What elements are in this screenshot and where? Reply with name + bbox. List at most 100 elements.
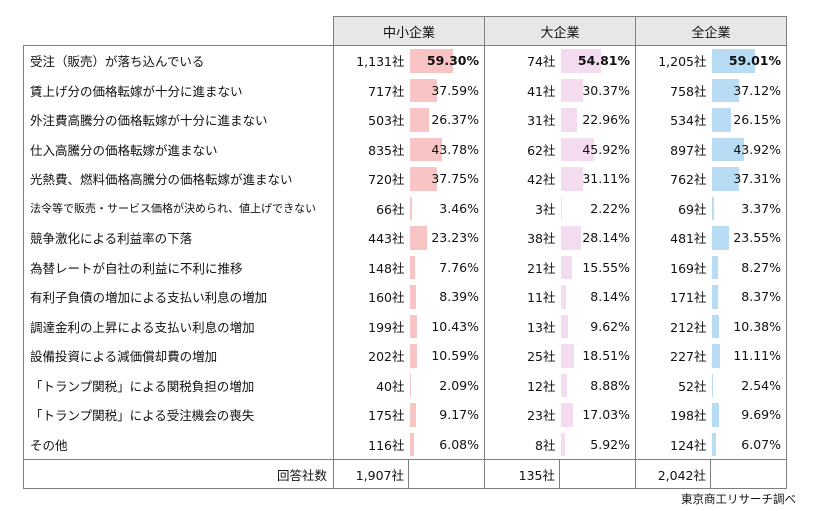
all-count: 762社 <box>635 164 711 194</box>
table-row: 法令等で販売・サービス価格が決められ、値上げできない 66社 3.46% 3社 2.22… <box>23 193 787 223</box>
large-percent: 8.88% <box>590 377 630 393</box>
row-label: その他 <box>23 429 334 460</box>
table-row: 為替レートが自社の利益に不利に推移 148社 7.76% 21社 15.55% 169社 8… <box>23 252 787 282</box>
large-percent-bar <box>560 226 582 250</box>
table-row: 仕入高騰分の価格転嫁が進まない 835社 43.78% 62社 45.92% 897社 43… <box>23 134 787 164</box>
large-count: 11社 <box>484 282 560 312</box>
row-label: 設備投資による減価償却費の増加 <box>23 341 334 371</box>
large-percent-cell: 28.14% <box>559 223 636 253</box>
source-note: 東京商工リサーチ調べ <box>681 492 796 506</box>
header-large: 大企業 <box>484 16 636 46</box>
large-count: 38社 <box>484 223 560 253</box>
sme-percent-cell: 10.59% <box>408 341 485 371</box>
large-percent-cell: 45.92% <box>559 134 636 164</box>
total-row: 回答社数 1,907社 135社 2,042社 <box>23 459 787 489</box>
all-percent: 23.55% <box>733 230 781 246</box>
sme-count: 116社 <box>333 429 409 460</box>
sme-percent-cell: 7.76% <box>408 252 485 282</box>
table-row: 光熱費、燃料価格高騰分の価格転嫁が進まない 720社 37.75% 42社 31.11%… <box>23 164 787 194</box>
all-percent-cell: 3.37% <box>710 193 787 223</box>
all-percent: 37.12% <box>733 82 781 98</box>
sme-percent-cell: 26.37% <box>408 105 485 135</box>
sme-percent: 10.43% <box>431 318 479 334</box>
row-label: 外注費高騰分の価格転嫁が十分に進まない <box>23 105 334 135</box>
sme-percent-bar <box>409 226 427 250</box>
sme-percent: 37.59% <box>431 82 479 98</box>
all-percent-cell: 10.38% <box>710 311 787 341</box>
all-percent-bar <box>711 167 739 191</box>
table-row: 賃上げ分の価格転嫁が十分に進まない 717社 37.59% 41社 30.37% 758社… <box>23 75 787 105</box>
all-count: 758社 <box>635 75 711 105</box>
sme-count: 202社 <box>333 341 409 371</box>
table-row: 「トランプ関税」による受注機会の喪失 175社 9.17% 23社 17.03% 198社… <box>23 400 787 430</box>
large-percent-cell: 8.14% <box>559 282 636 312</box>
all-percent-bar <box>711 255 718 279</box>
all-percent-cell: 2.54% <box>710 370 787 400</box>
total-all: 2,042社 <box>635 459 711 489</box>
all-percent: 3.37% <box>741 200 781 216</box>
all-count: 897社 <box>635 134 711 164</box>
large-count: 23社 <box>484 400 560 430</box>
row-label: 為替レートが自社の利益に不利に推移 <box>23 252 334 282</box>
large-percent: 17.03% <box>582 407 630 423</box>
sme-percent-bar <box>409 314 418 338</box>
large-percent: 9.62% <box>590 318 630 334</box>
sme-percent-cell: 9.17% <box>408 400 485 430</box>
sme-percent-bar <box>409 255 416 279</box>
table-row: 競争激化による利益率の下落 443社 23.23% 38社 28.14% 481社 23.5… <box>23 223 787 253</box>
total-large: 135社 <box>484 459 560 489</box>
large-percent: 22.96% <box>582 112 630 128</box>
all-percent-bar <box>711 78 739 102</box>
large-percent-cell: 30.37% <box>559 75 636 105</box>
large-percent-cell: 9.62% <box>559 311 636 341</box>
large-count: 8社 <box>484 429 560 460</box>
large-percent: 2.22% <box>590 200 630 216</box>
all-percent: 26.15% <box>733 112 781 128</box>
sme-count: 443社 <box>333 223 409 253</box>
all-percent-cell: 11.11% <box>710 341 787 371</box>
large-percent-cell: 15.55% <box>559 252 636 282</box>
all-percent-bar <box>711 373 714 397</box>
sme-percent: 2.09% <box>439 377 479 393</box>
sme-percent: 26.37% <box>431 112 479 128</box>
large-percent-bar <box>560 344 575 368</box>
all-percent-cell: 8.27% <box>710 252 787 282</box>
table-row: 受注（販売）が落ち込んでいる 1,131社 59.30% 74社 54.81% 1,205… <box>23 45 787 76</box>
sme-count: 720社 <box>333 164 409 194</box>
all-percent: 11.11% <box>733 348 781 364</box>
all-percent-cell: 8.37% <box>710 282 787 312</box>
sme-percent: 37.75% <box>431 171 479 187</box>
large-percent: 15.55% <box>582 259 630 275</box>
large-percent-bar <box>560 137 595 161</box>
all-percent-cell: 9.69% <box>710 400 787 430</box>
sme-percent-bar <box>409 137 442 161</box>
sme-percent-bar <box>409 196 413 220</box>
all-percent-bar <box>711 344 720 368</box>
sme-percent: 10.59% <box>431 348 479 364</box>
large-percent-bar <box>560 432 565 456</box>
large-percent: 28.14% <box>582 230 630 246</box>
all-percent: 8.37% <box>741 289 781 305</box>
sme-percent-bar <box>409 49 453 73</box>
large-percent: 5.92% <box>590 436 630 452</box>
all-percent: 10.38% <box>733 318 781 334</box>
sme-percent: 3.46% <box>439 200 479 216</box>
all-count: 198社 <box>635 400 711 430</box>
sme-percent: 7.76% <box>439 259 479 275</box>
large-count: 62社 <box>484 134 560 164</box>
sme-count: 40社 <box>333 370 409 400</box>
table-body: 受注（販売）が落ち込んでいる 1,131社 59.30% 74社 54.81% 1,205… <box>23 45 787 460</box>
sme-percent-bar <box>409 344 418 368</box>
table-row: 調達金利の上昇による支払い利息の増加 199社 10.43% 13社 9.62% 212社… <box>23 311 787 341</box>
all-percent-bar <box>711 196 714 220</box>
large-count: 13社 <box>484 311 560 341</box>
table-row: 有利子負債の増加による支払い利息の増加 160社 8.39% 11社 8.14% 171社… <box>23 282 787 312</box>
large-percent: 30.37% <box>582 82 630 98</box>
all-count: 1,205社 <box>635 45 711 76</box>
sme-percent: 43.78% <box>431 141 479 157</box>
large-count: 21社 <box>484 252 560 282</box>
reasons-table: 中小企業 大企業 全企業 受注（販売）が落ち込んでいる 1,131社 59.30% 7… <box>23 16 787 489</box>
large-percent-bar <box>560 285 567 309</box>
all-count: 52社 <box>635 370 711 400</box>
large-percent: 45.92% <box>582 141 630 157</box>
